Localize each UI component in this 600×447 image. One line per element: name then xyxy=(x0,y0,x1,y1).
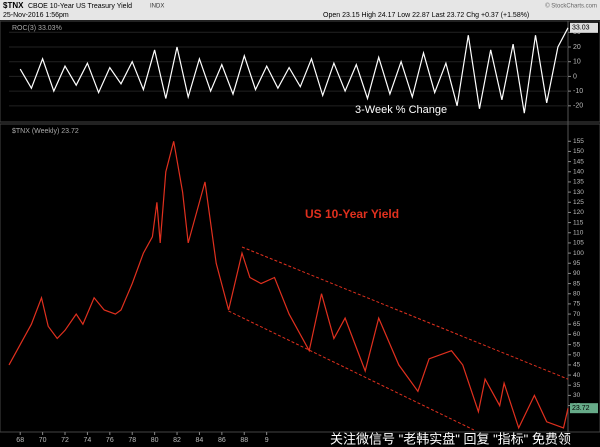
last-value-box xyxy=(570,22,598,33)
x-tick-label: 86 xyxy=(218,437,226,444)
channel-line xyxy=(228,310,475,431)
x-tick-label: 88 xyxy=(240,437,248,444)
x-tick-label: 9 xyxy=(265,437,269,444)
price-panel xyxy=(0,123,600,433)
y-tick-label: 30 xyxy=(573,392,581,399)
header-bar xyxy=(0,0,600,20)
y-tick-label: 90 xyxy=(573,270,581,277)
y-tick-label: 70 xyxy=(573,311,581,318)
y-tick-label: 135 xyxy=(573,179,584,186)
last-value-label: 33.03 xyxy=(572,25,590,32)
x-tick-label: 70 xyxy=(39,437,47,444)
last-value-box xyxy=(570,403,598,414)
symbol-name: CBOE 10-Year US Treasury Yield xyxy=(28,3,132,10)
credit: © StockCharts.com xyxy=(545,3,597,10)
channel-line xyxy=(241,246,569,380)
y-tick-label: 80 xyxy=(573,290,581,297)
x-tick-label: 84 xyxy=(196,437,204,444)
x-tick-label: 68 xyxy=(16,437,24,444)
y-tick-label: 125 xyxy=(573,199,584,206)
y-tick-label: 85 xyxy=(573,280,581,287)
legend: $TNX (Weekly) 23.72 xyxy=(12,128,79,135)
y-tick-label: 155 xyxy=(573,138,584,145)
roc-panel xyxy=(0,20,600,123)
x-tick-label: 72 xyxy=(61,437,69,444)
y-tick-label: 60 xyxy=(573,331,581,338)
y-tick-label: 115 xyxy=(573,219,584,226)
y-tick-label: 120 xyxy=(573,209,584,216)
y-tick-label: 55 xyxy=(573,341,581,348)
y-tick-label: 65 xyxy=(573,321,581,328)
exchange: INDX xyxy=(150,4,164,10)
y-tick-label: -20 xyxy=(573,103,583,110)
y-tick-label: 35 xyxy=(573,382,581,389)
last-value-label: 23.72 xyxy=(572,405,590,412)
quote: Open 23.15 High 24.17 Low 22.87 Last 23.… xyxy=(323,12,529,19)
annotation: 3-Week % Change xyxy=(355,104,447,116)
annotation: US 10-Year Yield xyxy=(305,207,399,221)
y-tick-label: 110 xyxy=(573,229,584,236)
y-tick-label: 75 xyxy=(573,301,581,308)
data-line xyxy=(8,141,569,430)
data-line xyxy=(19,27,569,114)
y-tick-label: 130 xyxy=(573,189,584,196)
y-tick-label: -10 xyxy=(573,88,583,95)
x-tick-label: 76 xyxy=(106,437,114,444)
y-tick-label: 50 xyxy=(573,351,581,358)
symbol: $TNX xyxy=(3,1,24,10)
x-tick-label: 82 xyxy=(173,437,181,444)
y-tick-label: 10 xyxy=(573,59,581,66)
legend: ROC(3) 33.03% xyxy=(12,25,62,32)
y-tick-label: 40 xyxy=(573,372,581,379)
y-tick-label: 0 xyxy=(573,73,577,80)
y-tick-label: 140 xyxy=(573,168,584,175)
x-tick-label: 78 xyxy=(128,437,136,444)
date: 25-Nov-2016 1:56pm xyxy=(3,12,69,19)
y-tick-label: 105 xyxy=(573,240,584,247)
y-tick-label: 95 xyxy=(573,260,581,267)
y-tick-label: 145 xyxy=(573,158,584,165)
y-tick-label: 100 xyxy=(573,250,584,257)
watermark: 关注微信号 "老韩实盘" 回复 "指标" 免费领 xyxy=(330,431,571,446)
y-tick-label: 20 xyxy=(573,44,581,51)
x-tick-label: 80 xyxy=(151,437,159,444)
y-tick-label: 150 xyxy=(573,148,584,155)
x-tick-label: 74 xyxy=(84,437,92,444)
y-tick-label: 45 xyxy=(573,362,581,369)
